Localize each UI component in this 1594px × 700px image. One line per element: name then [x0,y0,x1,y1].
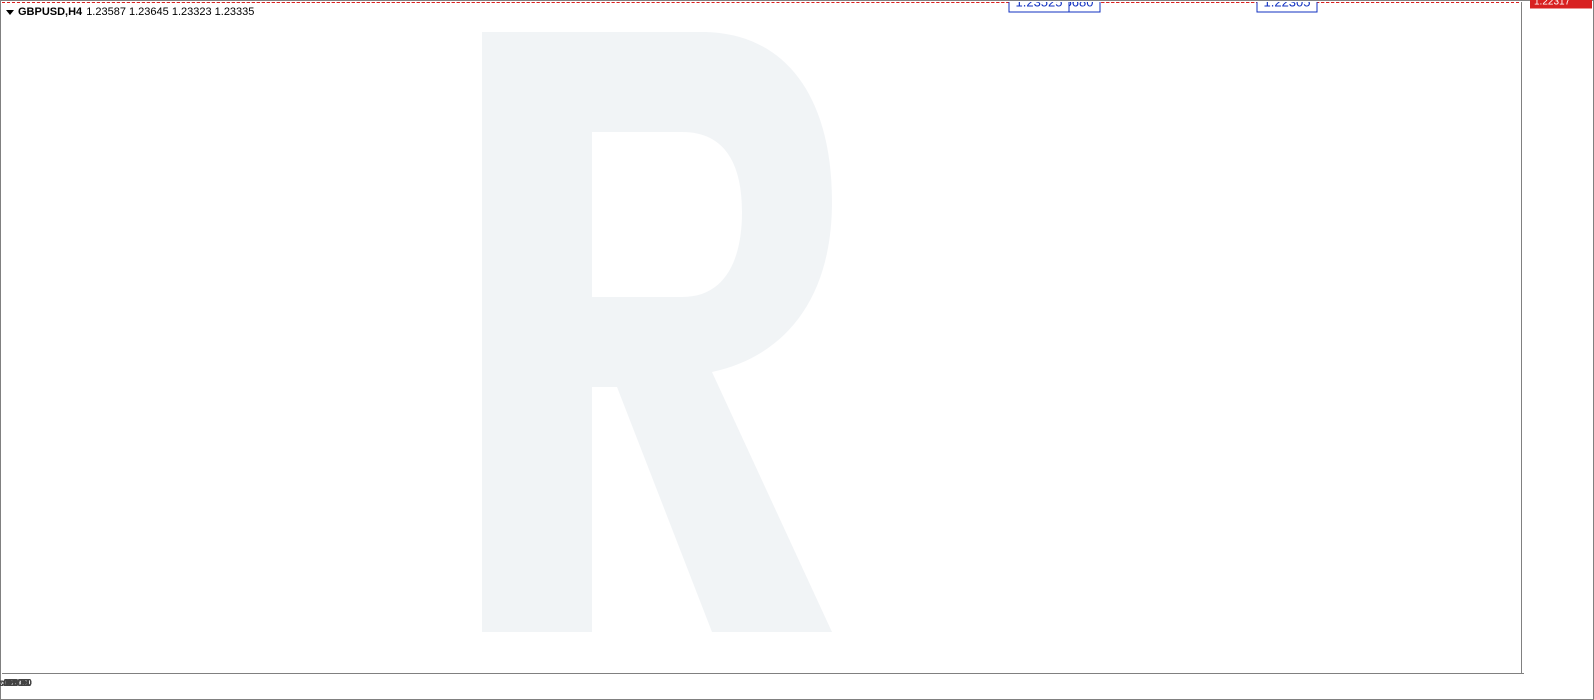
x-axis[interactable]: 29 Nov 20243 Dec 00:004 Dec 08:005 Dec 1… [2,673,1524,698]
price-annotation-label[interactable]: 1.22305 [1257,2,1318,13]
price-axis-tag: 1.22317 [1530,0,1592,9]
chart-menu-dropdown-icon[interactable] [6,10,14,15]
plot-area[interactable]: GBPUSD,H4 1.23587 1.23645 1.23323 1.2333… [2,2,1524,674]
y-axis[interactable]: 1.297501.293601.289601.285701.281701.277… [1521,2,1592,674]
chart-symbol-label: GBPUSD,H4 [18,6,82,18]
x-tick-label: 9 Jan 00:00 [0,678,28,689]
price-annotation-label[interactable]: 1.23525 [1009,2,1070,13]
chart-ohlc-label: 1.23587 1.23645 1.23323 1.23335 [86,6,254,18]
chart-frame: GBPUSD,H4 1.23587 1.23645 1.23323 1.2333… [0,0,1594,700]
chart-title-bar[interactable]: GBPUSD,H4 1.23587 1.23645 1.23323 1.2333… [6,6,254,18]
